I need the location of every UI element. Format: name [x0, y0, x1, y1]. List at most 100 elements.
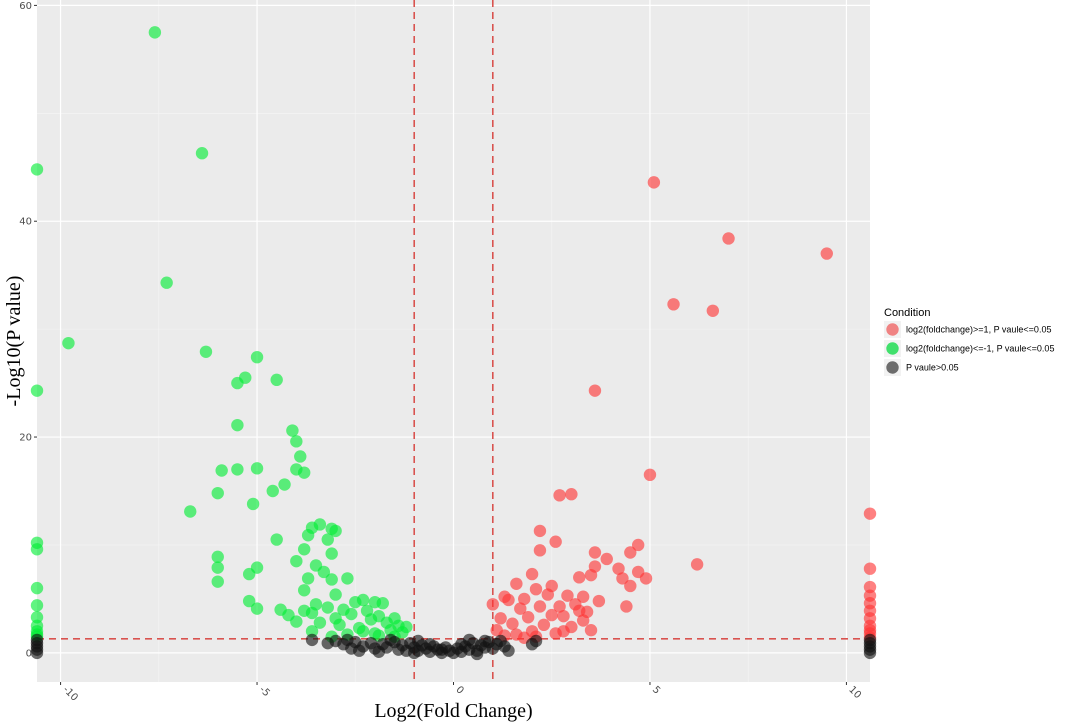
- point-up: [494, 612, 507, 625]
- point-down: [148, 26, 162, 39]
- grid-major: [37, 0, 870, 682]
- point-down: [160, 276, 173, 289]
- point-up: [639, 572, 653, 585]
- y-tick-label: 0: [26, 648, 32, 659]
- point-up: [863, 562, 877, 575]
- point-ns: [478, 634, 492, 648]
- point-down: [329, 588, 342, 601]
- point-down: [294, 450, 307, 463]
- point-down: [290, 615, 303, 628]
- point-ns: [463, 633, 476, 647]
- point-up: [863, 624, 877, 637]
- point-down: [364, 613, 378, 626]
- point-down: [266, 484, 279, 498]
- point-ns: [384, 633, 397, 647]
- point-down: [297, 584, 311, 597]
- point-down: [30, 543, 44, 556]
- point-down: [305, 606, 319, 620]
- threshold-lines: [37, 0, 870, 682]
- point-up: [647, 176, 661, 189]
- point-up: [588, 546, 602, 559]
- point-down: [250, 602, 264, 615]
- point-up: [600, 552, 613, 566]
- point-down: [195, 147, 209, 160]
- legend-swatch-down: [886, 342, 899, 355]
- point-up: [631, 538, 645, 552]
- point-ns: [435, 643, 448, 656]
- point-down: [30, 163, 44, 176]
- point-up: [565, 488, 578, 501]
- point-down: [290, 554, 303, 568]
- point-up: [576, 590, 590, 603]
- point-up: [518, 592, 531, 606]
- point-ns: [408, 646, 421, 660]
- point-up: [502, 593, 515, 607]
- point-down: [321, 601, 334, 614]
- point-up: [576, 614, 590, 627]
- legend-label-ns: P vaule>0.05: [906, 363, 959, 373]
- point-down: [270, 373, 283, 387]
- point-down: [286, 424, 299, 437]
- point-down: [321, 533, 334, 546]
- point-down: [341, 572, 354, 585]
- y-axis-title: -Log10(P value): [3, 276, 25, 407]
- point-down: [231, 418, 244, 432]
- point-down: [301, 572, 315, 585]
- point-up: [643, 468, 657, 482]
- point-down: [250, 462, 264, 475]
- point-down: [242, 594, 256, 608]
- point-up: [510, 577, 523, 591]
- point-down: [278, 478, 291, 491]
- point-up: [690, 558, 704, 571]
- point-down: [345, 607, 358, 621]
- point-up: [553, 489, 566, 502]
- point-down: [301, 529, 315, 542]
- y-tick-label: 60: [19, 1, 32, 12]
- point-down: [356, 625, 370, 638]
- point-down: [329, 524, 342, 538]
- point-down: [30, 581, 44, 595]
- point-down: [62, 336, 75, 350]
- point-up: [525, 567, 539, 581]
- point-down: [317, 565, 331, 579]
- point-up: [553, 600, 566, 613]
- point-down: [325, 547, 338, 560]
- point-down: [30, 599, 44, 612]
- point-up: [573, 604, 586, 617]
- point-up: [624, 546, 637, 559]
- data-points: [30, 26, 877, 661]
- point-up: [612, 562, 625, 575]
- point-ns: [30, 633, 44, 647]
- x-axis-title: Log2(Fold Change): [374, 700, 532, 722]
- x-tick-label: 5: [650, 684, 662, 696]
- point-up: [506, 617, 519, 630]
- point-ns: [305, 633, 319, 647]
- point-ns: [411, 634, 425, 648]
- point-up: [592, 594, 606, 608]
- legend: Condition log2(foldchange)>=1, P vaule<=…: [884, 307, 1054, 376]
- point-up: [521, 611, 535, 624]
- x-tick-label: 0: [453, 684, 465, 696]
- point-up: [537, 618, 551, 632]
- point-up: [820, 247, 833, 260]
- point-up: [557, 625, 570, 638]
- point-ns: [423, 638, 437, 651]
- point-ns: [502, 644, 515, 657]
- point-up: [561, 589, 574, 602]
- legend-label-up: log2(foldchange)>=1, P vaule<=0.05: [906, 325, 1051, 335]
- point-down: [290, 435, 303, 448]
- point-down: [215, 464, 228, 477]
- legend-swatch-up: [886, 323, 899, 336]
- point-up: [863, 580, 877, 594]
- y-axis-ticks: 0 20 40 60: [19, 1, 37, 659]
- point-ns: [352, 644, 366, 657]
- point-down: [356, 593, 370, 607]
- point-up: [557, 609, 570, 623]
- point-down: [297, 466, 311, 479]
- point-down: [270, 533, 283, 546]
- x-tick-label: 10: [846, 684, 863, 701]
- point-up: [667, 298, 680, 311]
- x-tick-label: -5: [257, 684, 272, 699]
- point-down: [250, 350, 264, 364]
